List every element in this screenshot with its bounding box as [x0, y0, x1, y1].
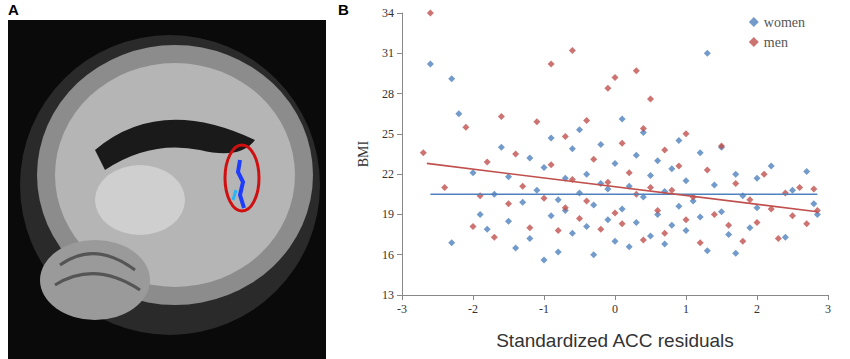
svg-text:-3: -3 [397, 302, 407, 316]
svg-text:men: men [764, 35, 788, 50]
svg-text:22: 22 [382, 167, 394, 181]
svg-text:-2: -2 [468, 302, 478, 316]
svg-text:34: 34 [382, 6, 394, 20]
svg-text:A: A [8, 1, 19, 18]
svg-text:25: 25 [382, 127, 394, 141]
svg-text:16: 16 [382, 248, 394, 262]
svg-text:19: 19 [382, 207, 394, 221]
svg-text:-1: -1 [539, 302, 549, 316]
svg-text:13: 13 [382, 288, 394, 302]
svg-text:Standardized ACC residuals: Standardized ACC residuals [496, 330, 734, 351]
svg-text:women: women [764, 15, 805, 30]
svg-text:0: 0 [612, 302, 618, 316]
svg-text:B: B [338, 1, 349, 18]
svg-text:2: 2 [754, 302, 760, 316]
svg-text:28: 28 [382, 87, 394, 101]
svg-text:31: 31 [382, 46, 394, 60]
svg-text:3: 3 [825, 302, 831, 316]
svg-text:BMI: BMI [356, 140, 371, 167]
svg-text:1: 1 [683, 302, 689, 316]
